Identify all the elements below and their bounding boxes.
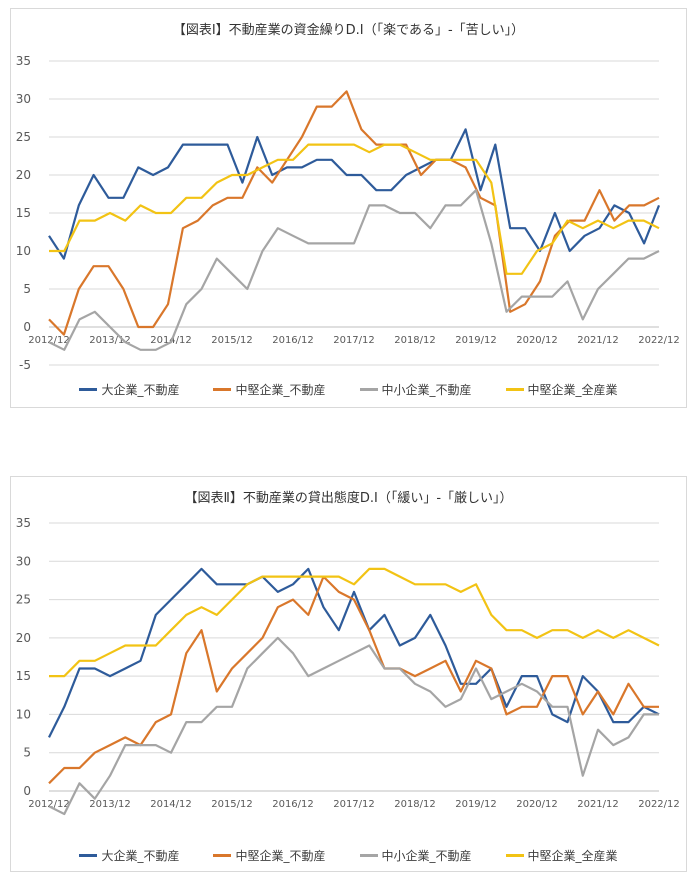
y-tick-label: 15 [16,206,31,220]
x-tick-label: 2017/12 [333,799,375,810]
x-tick-label: 2015/12 [211,335,253,346]
legend-item: 中小企業_不動産 [359,847,472,864]
legend-swatch [505,388,524,391]
series-line [48,636,659,816]
series-line [48,567,660,738]
legend-label: 中小企業_不動産 [381,849,472,863]
legend-label: 中小企業_不動産 [381,383,472,397]
x-tick-label: 2022/12 [638,335,680,346]
legend-label: 大企業_不動産 [101,849,180,863]
legend-item: 大企業_不動産 [79,847,179,864]
legend-item: 中小企業_不動産 [359,381,472,398]
x-tick-label: 2021/12 [577,335,619,346]
legend-item: 中堅企業_不動産 [213,381,326,398]
y-tick-label: -5 [19,358,31,372]
y-tick-label: 30 [16,554,31,568]
series-line [49,567,660,678]
x-tick-label: 2014/12 [150,799,192,810]
legend-swatch [213,854,232,857]
chart-panel-2: 【図表Ⅱ】不動産業の貸出態度D.I（「緩い」-「厳しい」） 35 30 25 20 15… [10,476,687,872]
chart-legend: 大企業_不動産 中堅企業_不動産 中小企業_不動産 中堅企業_全産業 [11,847,686,864]
y-tick-label: 0 [23,784,31,798]
legend-item: 大企業_不動産 [79,381,179,398]
x-tick-label: 2019/12 [455,335,497,346]
x-tick-label: 2016/12 [272,799,314,810]
chart-title: 【図表Ⅱ】不動産業の貸出態度D.I（「緩い」-「厳しい」） [184,491,513,506]
y-tick-label: 20 [16,631,31,645]
legend-swatch [79,388,98,391]
series-line [48,128,661,260]
x-tick-label: 2018/12 [394,799,436,810]
y-tick-label: 5 [23,282,31,296]
legend-swatch [505,854,524,857]
x-tick-label: 2013/12 [89,799,131,810]
x-tick-label: 2013/12 [89,335,131,346]
legend-label: 中堅企業_全産業 [527,849,618,863]
x-tick-label: 2017/12 [333,335,375,346]
y-tick-label: 10 [16,244,31,258]
chart-legend: 大企業_不動産 中堅企業_不動産 中小企業_不動産 中堅企業_全産業 [11,381,686,398]
legend-label: 中堅企業_不動産 [235,849,326,863]
legend-swatch [213,388,232,391]
y-tick-label: 30 [16,92,31,106]
series-line [48,90,660,336]
y-tick-label: 25 [16,593,31,607]
legend-label: 中堅企業_全産業 [527,383,618,397]
chart-title: 【図表Ⅰ】不動産業の資金繰りD.I（「楽である」-「苦しい」） [172,23,525,38]
y-tick-label: 20 [16,168,31,182]
series-line [48,189,660,351]
x-tick-label: 2015/12 [211,799,253,810]
x-tick-label: 2016/12 [272,335,314,346]
series-line [49,143,660,275]
legend-swatch [359,854,378,857]
x-tick-label: 2022/12 [638,799,680,810]
series-line [48,575,659,785]
y-tick-label: 15 [16,669,31,683]
x-tick-label: 2018/12 [394,335,436,346]
x-tick-label: 2021/12 [577,799,619,810]
chart-panel-1: 【図表Ⅰ】不動産業の資金繰りD.I（「楽である」-「苦しい」） 35 30 25 20… [10,8,687,408]
y-tick-label: 5 [23,746,31,760]
legend-label: 大企業_不動産 [101,383,180,397]
x-tick-label: 2019/12 [455,799,497,810]
legend-label: 中堅企業_不動産 [235,383,326,397]
x-tick-label: 2012/12 [28,335,70,346]
y-tick-label: 25 [16,130,31,144]
y-tick-label: 35 [16,54,31,68]
legend-swatch [79,854,98,857]
x-tick-label: 2012/12 [28,799,70,810]
x-tick-label: 2020/12 [516,799,558,810]
legend-item: 中堅企業_全産業 [505,381,618,398]
y-tick-label: 10 [16,707,31,721]
y-tick-label: 35 [16,516,31,530]
legend-item: 中堅企業_不動産 [213,847,326,864]
legend-swatch [359,388,378,391]
x-tick-label: 2020/12 [516,335,558,346]
y-tick-label: 0 [23,320,31,334]
legend-item: 中堅企業_全産業 [505,847,618,864]
